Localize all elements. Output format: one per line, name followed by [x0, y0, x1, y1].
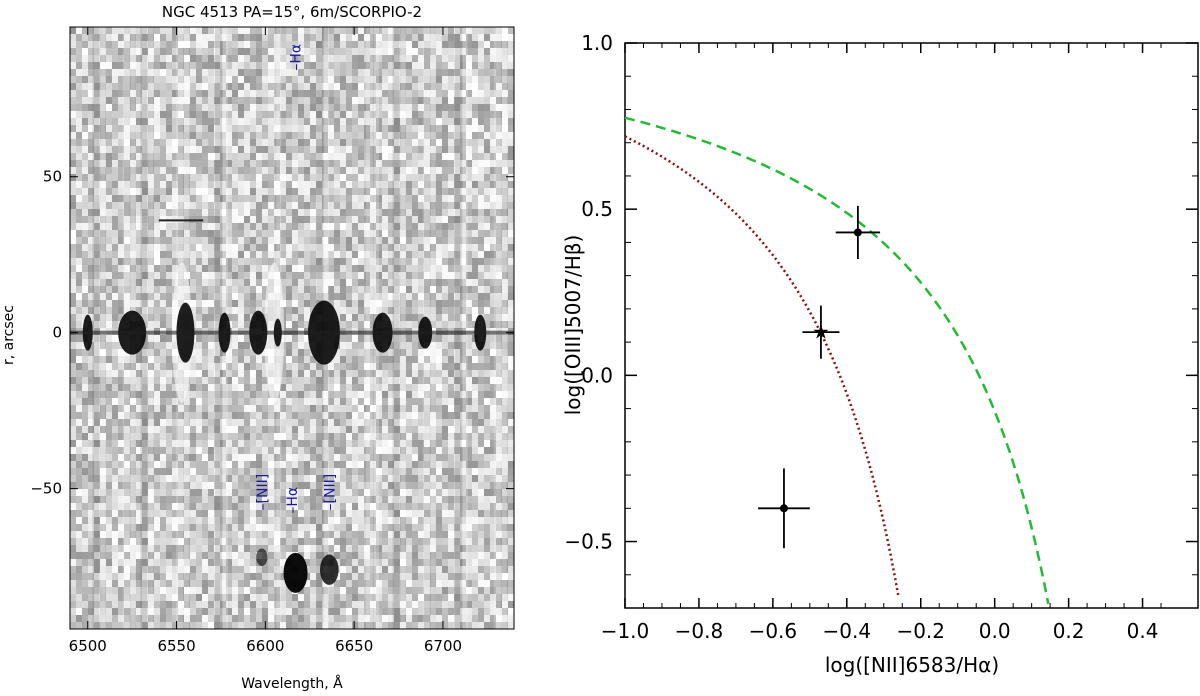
bpt-points [758, 205, 881, 549]
x-tick-label: −0.6 [749, 619, 798, 643]
line-annotations: –Hα –[NII] –Hα –[NII] [255, 44, 338, 514]
bpt-y-label: log([OIII]5007/Hβ) [561, 235, 585, 416]
sky-residual [454, 27, 462, 629]
spectrum-image [70, 27, 514, 629]
x-tick-label: 6500 [69, 637, 107, 655]
data-point [802, 305, 840, 359]
bpt-y-axis: −0.5 0.0 0.5 1.0 [564, 31, 1198, 609]
spectrum-x-label: Wavelength, Å [241, 675, 343, 692]
y-tick-label: −0.5 [564, 530, 613, 554]
y-tick-label: 0 [52, 324, 62, 342]
x-tick-label: 0.4 [1127, 619, 1159, 643]
sky-residual [214, 27, 222, 629]
sky-residual [92, 27, 100, 629]
x-tick-label: −0.8 [675, 619, 724, 643]
x-tick-label: −0.4 [823, 619, 872, 643]
sky-residual [493, 27, 501, 629]
emission-knot [319, 554, 339, 585]
y-tick-label: 50 [43, 168, 62, 186]
y-tick-label: 1.0 [581, 31, 613, 55]
y-tick-label: −50 [30, 480, 62, 498]
bpt-x-axis: −1.0 −0.8 −0.6 −0.4 −0.2 0.0 0.2 0.4 [601, 43, 1162, 643]
bpt-frame [624, 42, 1199, 609]
dot-marker [853, 228, 862, 237]
x-tick-label: 6550 [157, 637, 195, 655]
line-mark-label: –[NII] [322, 474, 338, 511]
data-point [758, 468, 810, 549]
x-tick-label: 0.2 [1053, 619, 1085, 643]
dot-marker [779, 504, 788, 513]
bpt-x-label: log([NII]6583/Hα) [825, 653, 999, 677]
x-tick-label: 6700 [424, 637, 462, 655]
kewley-curve [624, 116, 1050, 604]
y-tick-label: 0.0 [581, 363, 613, 387]
spectrum-y-axis: −50 0 50 [30, 168, 514, 498]
x-tick-label: 6650 [335, 637, 373, 655]
sky-residual [365, 27, 373, 629]
x-tick-label: −0.2 [896, 619, 945, 643]
spectrum-frame [69, 26, 515, 630]
data-point [835, 205, 881, 260]
spectrum-y-label: r, arcsec [1, 305, 17, 365]
emission-knot [256, 548, 268, 567]
line-mark-label: –[NII] [255, 474, 271, 511]
x-tick-label: 0.0 [979, 619, 1011, 643]
y-tick-label: 0.5 [581, 197, 613, 221]
star-marker [813, 324, 829, 339]
spectrum-title: NGC 4513 PA=15°, 6m/SCORPIO-2 [162, 3, 422, 21]
line-mark-label: –Hα [289, 44, 305, 71]
x-tick-label: −1.0 [601, 619, 650, 643]
line-mark-label: –Hα [285, 487, 301, 514]
spectrum-x-axis: 6500 6550 6600 6650 6700 [69, 27, 462, 655]
sky-residual [392, 27, 400, 629]
emission-knot [283, 552, 308, 593]
x-tick-label: 6600 [246, 637, 284, 655]
